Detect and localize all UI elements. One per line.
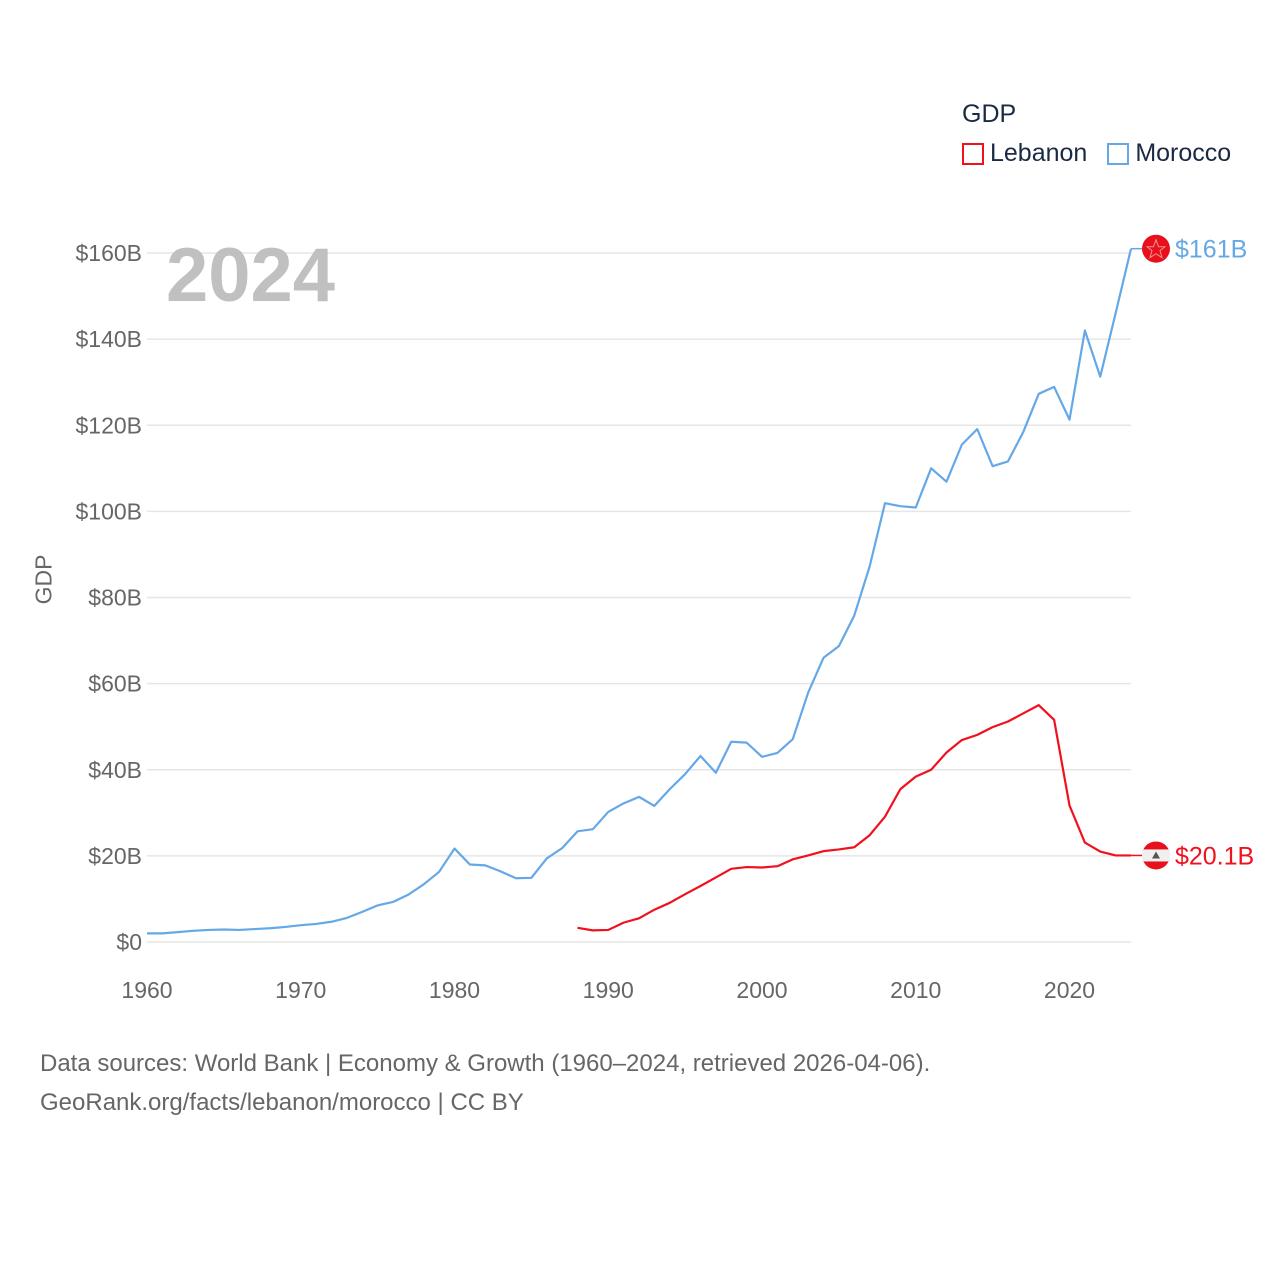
legend-swatch-morocco [1107, 142, 1130, 165]
y-tick-label: $140B [75, 326, 142, 352]
morocco-flag-icon [1142, 234, 1170, 263]
legend-item-lebanon[interactable]: Lebanon [962, 139, 1087, 168]
series-line-morocco [147, 248, 1133, 935]
x-tick-label: 2020 [1044, 977, 1095, 1003]
series-line-lebanon [577, 704, 1131, 932]
y-tick-label: $40B [88, 757, 142, 783]
end-value-label: $20.1B [1175, 842, 1254, 870]
footer-link[interactable]: GeoRank.org/facts/lebanon/morocco | CC B… [40, 1089, 524, 1116]
y-tick-label: $100B [75, 498, 142, 524]
x-tick-label: 1980 [429, 977, 480, 1003]
legend-label-morocco: Morocco [1135, 139, 1232, 167]
legend-swatch-lebanon [962, 142, 984, 165]
end-value-label: $161B [1175, 236, 1247, 264]
footer-sources: Data sources: World Bank | Economy & Gro… [40, 1050, 931, 1077]
x-tick-label: 2010 [890, 977, 941, 1003]
legend-item-morocco[interactable]: Morocco [1107, 139, 1231, 168]
legend-label-lebanon: Lebanon [990, 139, 1088, 167]
x-tick-label: 1960 [121, 977, 172, 1003]
year-watermark: 2024 [166, 233, 336, 318]
star-icon [1145, 238, 1167, 259]
y-tick-label: $120B [75, 412, 142, 438]
x-tick-label: 2000 [736, 977, 787, 1003]
y-tick-label: $80B [88, 585, 142, 611]
footer: Data sources: World Bank | Economy & Gro… [40, 1044, 930, 1122]
legend-title: GDP [962, 100, 1017, 128]
y-tick-label: $20B [88, 843, 142, 869]
y-tick-label: $160B [75, 240, 142, 266]
y-tick-label: $0 [116, 929, 142, 955]
x-tick-label: 1990 [583, 977, 634, 1003]
y-tick-label: $60B [88, 671, 142, 697]
legend: GDP Lebanon Morocco [962, 100, 1231, 168]
cedar-icon [1152, 851, 1160, 859]
x-tick-label: 1970 [275, 977, 326, 1003]
